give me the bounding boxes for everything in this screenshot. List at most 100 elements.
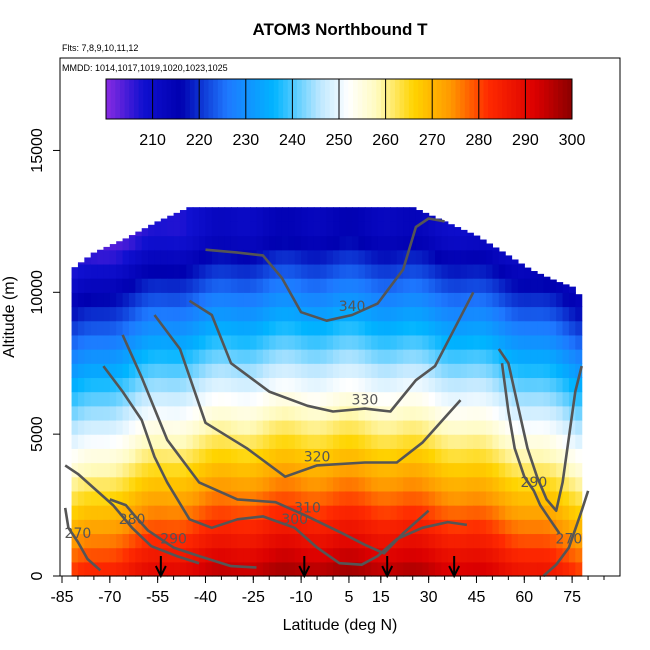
heatmap-cell (199, 533, 207, 549)
heatmap-cell (524, 505, 532, 520)
heatmap-cell (409, 306, 417, 322)
heatmap-cell (250, 505, 258, 520)
heatmap-cell (307, 405, 315, 421)
heatmap-cell (358, 533, 366, 549)
heatmap-cell (447, 249, 455, 265)
x-tick-label: 30 (420, 589, 438, 606)
heatmap-cell (160, 405, 168, 421)
heatmap-cell (230, 505, 238, 520)
heatmap-cell (135, 235, 143, 251)
heatmap-cell (409, 505, 417, 520)
heatmap-cell (250, 448, 258, 464)
heatmap-cell (549, 279, 557, 293)
heatmap-cell (403, 363, 411, 379)
heatmap-cell (148, 547, 156, 563)
heatmap-cell (377, 363, 385, 379)
heatmap-cell (441, 476, 449, 492)
heatmap-cell (288, 221, 296, 237)
heatmap-cell (90, 476, 98, 492)
heatmap-cell (90, 263, 98, 279)
heatmap-cell (186, 547, 194, 563)
heatmap-cell (313, 334, 321, 350)
heatmap-cell (167, 391, 175, 407)
heatmap-cell (192, 292, 200, 308)
heatmap-cell (364, 363, 372, 379)
heatmap-cell (173, 476, 181, 492)
heatmap-cell (390, 448, 398, 464)
heatmap-cell (256, 505, 264, 520)
heatmap-cell (71, 292, 79, 308)
heatmap-cell (435, 349, 442, 364)
heatmap-cell (498, 448, 506, 464)
heatmap-cell (422, 334, 430, 350)
heatmap-cell (486, 292, 494, 308)
heatmap-cell (396, 292, 404, 308)
heatmap-cell (116, 448, 124, 464)
heatmap-cell (116, 561, 124, 577)
heatmap-cell (384, 235, 391, 251)
heatmap-cell (320, 476, 328, 492)
heatmap-cell (415, 363, 423, 379)
heatmap-cell (396, 377, 404, 393)
heatmap-cell (224, 476, 232, 492)
heatmap-cell (160, 306, 168, 322)
heatmap-cell (511, 476, 519, 492)
heatmap-cell (173, 462, 181, 478)
heatmap-cell (97, 306, 105, 322)
heatmap-cell (530, 490, 538, 506)
heatmap-cell (116, 476, 124, 492)
heatmap-cell (116, 349, 124, 364)
heatmap-cell (352, 561, 360, 577)
heatmap-cell (250, 547, 258, 563)
heatmap-cell (141, 405, 149, 421)
heatmap-cell (269, 505, 277, 520)
heatmap-cell (333, 363, 340, 379)
heatmap-cell (269, 263, 277, 279)
heatmap-cell (199, 334, 207, 350)
heatmap-cell (307, 547, 315, 563)
heatmap-cell (122, 476, 130, 492)
heatmap-cell (275, 519, 283, 535)
heatmap-cell (384, 320, 391, 336)
heatmap-cell (492, 547, 500, 563)
heatmap-cell (473, 547, 481, 563)
heatmap-cell (275, 476, 283, 492)
heatmap-cell (562, 334, 570, 350)
heatmap-cell (148, 349, 156, 364)
heatmap-cell (116, 377, 124, 393)
heatmap-cell (492, 519, 500, 535)
heatmap-cell (575, 434, 583, 449)
heatmap-cell (486, 476, 494, 492)
heatmap-cell (486, 419, 494, 435)
heatmap-cell (486, 519, 494, 535)
heatmap-cell (109, 505, 117, 520)
heatmap-cell (77, 533, 85, 549)
x-tick-label: 45 (468, 589, 486, 606)
contour-label: 270 (556, 532, 583, 548)
heatmap-cell (199, 249, 207, 265)
heatmap-cell (128, 263, 136, 279)
heatmap-cell (556, 306, 564, 322)
colorbar-tick-label: 300 (559, 132, 586, 149)
heatmap-cell (466, 462, 474, 478)
heatmap-cell (262, 249, 270, 265)
heatmap-cell (530, 306, 538, 322)
heatmap-cell (486, 462, 494, 478)
heatmap-cell (498, 490, 506, 506)
heatmap-cell (90, 490, 98, 506)
heatmap-cell (530, 271, 538, 279)
heatmap-cell (384, 306, 391, 322)
heatmap-cell (71, 419, 79, 435)
heatmap-cell (167, 363, 175, 379)
colorbar-swatch (413, 79, 419, 119)
colorbar-swatch (553, 79, 559, 119)
heatmap-cell (473, 377, 481, 393)
heatmap-cell (243, 363, 251, 379)
heatmap-cell (524, 278, 532, 293)
heatmap-cell (97, 363, 105, 379)
heatmap-cell (326, 235, 334, 251)
heatmap-cell (460, 349, 468, 364)
colorbar-swatch (408, 79, 415, 119)
heatmap-cell (435, 519, 442, 535)
heatmap-cell (224, 363, 232, 379)
